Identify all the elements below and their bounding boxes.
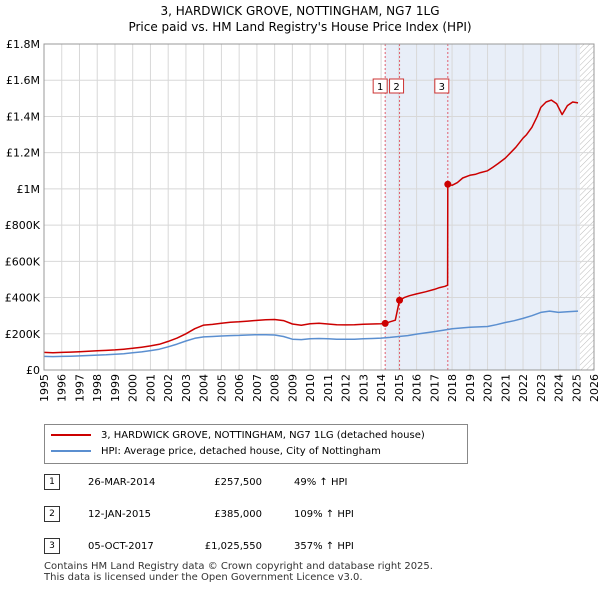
transaction-hpi-change: 109% ↑ HPI bbox=[294, 509, 354, 520]
transaction-price: £257,500 bbox=[214, 477, 262, 488]
table-row: 2 12-JAN-2015 £385,000 109% ↑ HPI bbox=[44, 506, 444, 524]
transaction-label-text: 2 bbox=[393, 82, 399, 93]
x-tick-label: 2004 bbox=[198, 374, 211, 402]
x-tick-label: 1999 bbox=[109, 374, 122, 402]
property-price-line bbox=[43, 99, 579, 354]
legend-swatch-hpi bbox=[51, 450, 91, 452]
x-tick-label: 2003 bbox=[180, 374, 193, 402]
x-tick-label: 1997 bbox=[73, 374, 86, 402]
x-tick-label: 2014 bbox=[375, 374, 388, 402]
x-tick-label: 2002 bbox=[162, 374, 175, 402]
transaction-point bbox=[444, 180, 452, 188]
y-tick-label: £1.8M bbox=[6, 38, 40, 51]
y-tick-label: £0 bbox=[26, 364, 40, 377]
y-tick-label: £1.6M bbox=[6, 74, 40, 87]
transaction-point bbox=[396, 296, 404, 304]
transaction-date: 26-MAR-2014 bbox=[88, 477, 156, 488]
transaction-date: 12-JAN-2015 bbox=[88, 509, 152, 520]
x-tick-label: 2025 bbox=[570, 374, 583, 402]
transaction-point bbox=[381, 319, 389, 327]
x-tick-label: 2008 bbox=[269, 374, 282, 402]
chart-title-line2: Price paid vs. HM Land Registry's House … bbox=[128, 20, 472, 34]
legend-label-property: 3, HARDWICK GROVE, NOTTINGHAM, NG7 1LG (… bbox=[101, 430, 425, 441]
x-tick-label: 2019 bbox=[464, 374, 477, 402]
x-tick-label: 2010 bbox=[304, 374, 317, 402]
y-tick-label: £400K bbox=[5, 292, 41, 305]
footer-line1: Contains HM Land Registry data © Crown c… bbox=[44, 561, 433, 572]
x-tick-label: 2006 bbox=[233, 374, 246, 402]
chart-legend: 3, HARDWICK GROVE, NOTTINGHAM, NG7 1LG (… bbox=[44, 424, 468, 464]
legend-swatch-property bbox=[51, 434, 91, 436]
x-tick-label: 2017 bbox=[428, 374, 441, 402]
x-tick-label: 2005 bbox=[215, 374, 228, 402]
y-tick-label: £600K bbox=[5, 255, 41, 268]
x-tick-label: 2024 bbox=[553, 374, 566, 402]
hatched-region bbox=[579, 44, 594, 370]
x-tick-label: 2009 bbox=[286, 374, 299, 402]
transaction-price: £385,000 bbox=[214, 509, 262, 520]
transaction-label-box bbox=[372, 78, 388, 94]
plot-frame bbox=[43, 43, 595, 371]
x-tick-label: 2012 bbox=[340, 374, 353, 402]
legend-label-hpi: HPI: Average price, detached house, City… bbox=[101, 446, 381, 457]
transaction-number: 2 bbox=[44, 506, 60, 522]
chart-title: 3, HARDWICK GROVE, NOTTINGHAM, NG7 1LG P… bbox=[0, 3, 600, 35]
transaction-number: 3 bbox=[44, 538, 60, 554]
transaction-label-box bbox=[434, 78, 450, 94]
transaction-date: 05-OCT-2017 bbox=[88, 541, 154, 552]
x-tick-label: 2016 bbox=[411, 374, 424, 402]
x-tick-label: 2021 bbox=[499, 374, 512, 402]
transaction-hpi-change: 357% ↑ HPI bbox=[294, 541, 354, 552]
table-row: 3 05-OCT-2017 £1,025,550 357% ↑ HPI bbox=[44, 538, 444, 556]
x-tick-label: 2022 bbox=[517, 374, 530, 402]
y-tick-label: £1.4M bbox=[6, 110, 40, 123]
y-tick-label: £1.2M bbox=[6, 147, 40, 160]
x-tick-label: 2000 bbox=[127, 374, 140, 402]
transaction-price: £1,025,550 bbox=[204, 541, 262, 552]
shaded-region bbox=[385, 44, 580, 370]
hpi-line bbox=[43, 310, 579, 358]
transaction-label-text: 1 bbox=[377, 82, 383, 93]
y-tick-label: £1M bbox=[17, 183, 41, 196]
transaction-label-box bbox=[389, 78, 405, 94]
x-tick-label: 2020 bbox=[482, 374, 495, 402]
price-chart: 1 2 3 £0 £200K £400K £600K £800K £1M £1.2M £1.4M £1… bbox=[5, 38, 600, 402]
transaction-label-text: 3 bbox=[439, 82, 445, 93]
table-row: 1 26-MAR-2014 £257,500 49% ↑ HPI bbox=[44, 474, 444, 492]
x-tick-label: 1996 bbox=[56, 374, 69, 402]
y-tick-label: £800K bbox=[5, 219, 41, 232]
x-tick-label: 1998 bbox=[91, 374, 104, 402]
x-tick-label: 1995 bbox=[38, 374, 51, 402]
x-tick-label: 2011 bbox=[322, 374, 335, 402]
chart-title-line1: 3, HARDWICK GROVE, NOTTINGHAM, NG7 1LG bbox=[160, 4, 440, 18]
x-tick-label: 2015 bbox=[393, 374, 406, 402]
x-tick-label: 2018 bbox=[446, 374, 459, 402]
transaction-number: 1 bbox=[44, 474, 60, 490]
x-tick-label: 2023 bbox=[535, 374, 548, 402]
y-tick-label: £200K bbox=[5, 328, 41, 341]
x-tick-label: 2013 bbox=[357, 374, 370, 402]
x-tick-label: 2007 bbox=[251, 374, 264, 402]
x-tick-label: 2001 bbox=[144, 374, 157, 402]
footer-attribution: Contains HM Land Registry data © Crown c… bbox=[44, 561, 433, 583]
footer-line2: This data is licensed under the Open Gov… bbox=[44, 572, 363, 583]
transaction-hpi-change: 49% ↑ HPI bbox=[294, 477, 348, 488]
legend-item-property: 3, HARDWICK GROVE, NOTTINGHAM, NG7 1LG (… bbox=[51, 429, 425, 443]
x-tick-label: 2026 bbox=[588, 374, 600, 402]
legend-item-hpi: HPI: Average price, detached house, City… bbox=[51, 445, 381, 459]
